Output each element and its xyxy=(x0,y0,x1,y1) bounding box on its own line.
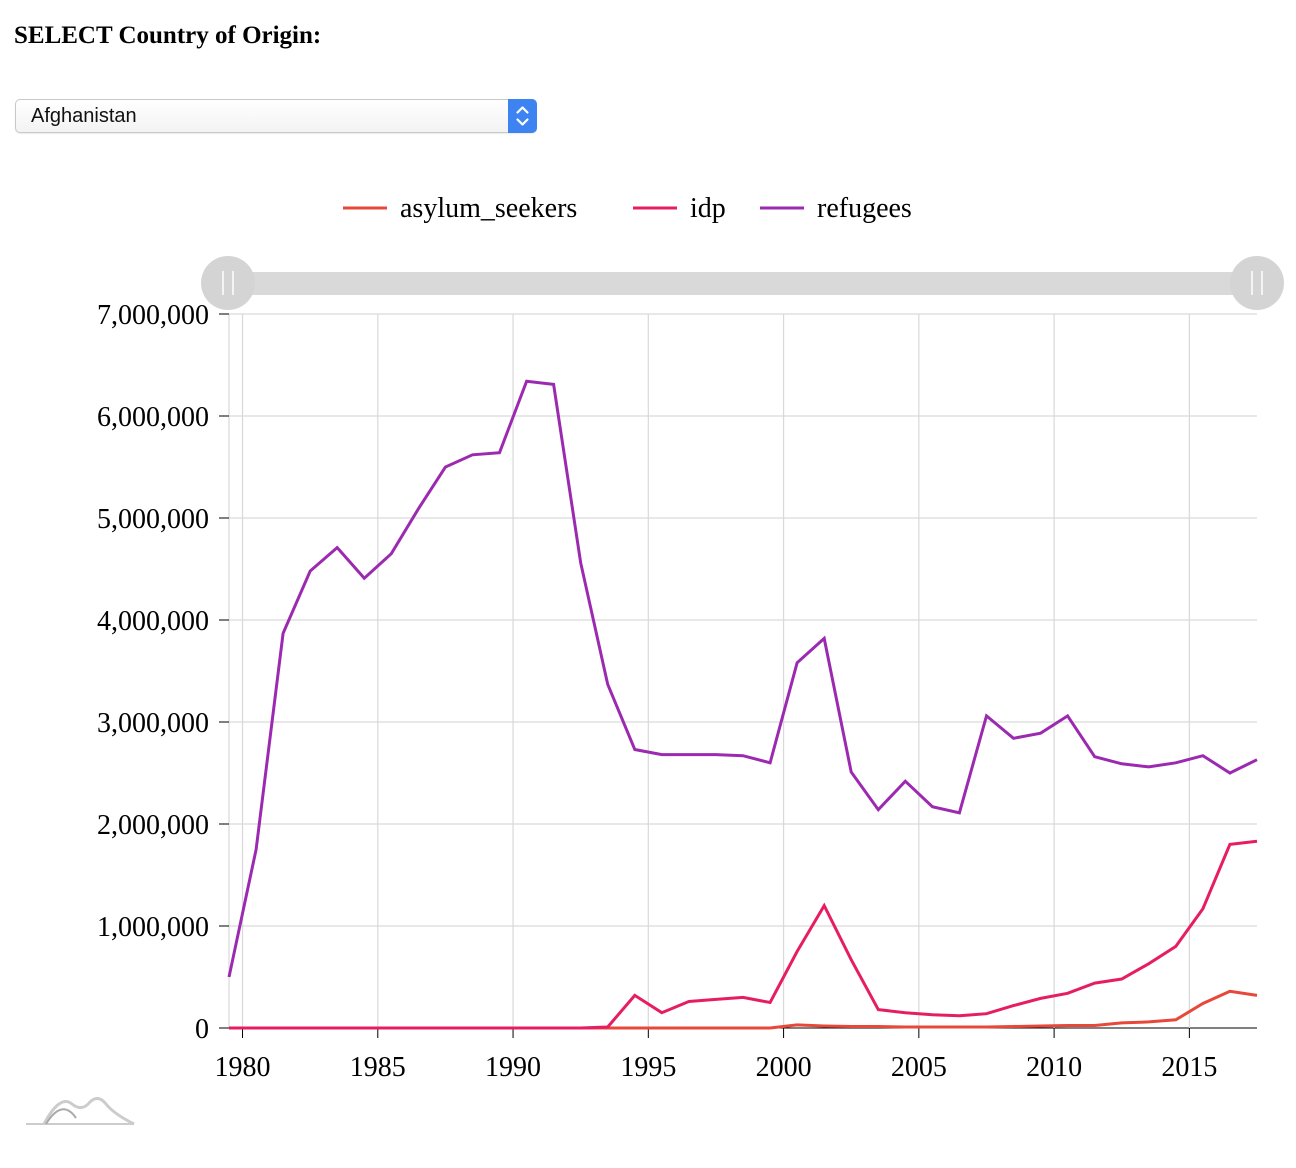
chart-legend: asylum_seekers idp refugees xyxy=(343,193,912,224)
y-tick-label: 6,000,000 xyxy=(97,402,209,433)
legend-item-refugees[interactable]: refugees xyxy=(760,193,912,224)
x-tick-label: 1995 xyxy=(620,1052,676,1083)
chevron-up-down-icon[interactable] xyxy=(508,99,537,133)
grip-icon xyxy=(1251,271,1263,295)
x-tick-label: 1980 xyxy=(215,1052,271,1083)
y-tick-label: 7,000,000 xyxy=(97,300,209,331)
y-tick-label: 4,000,000 xyxy=(97,606,209,637)
legend-item-asylum-seekers[interactable]: asylum_seekers xyxy=(343,193,577,224)
country-select[interactable]: Afghanistan xyxy=(15,99,537,133)
scrollbar-start-grip[interactable] xyxy=(201,256,255,310)
x-tick-label: 2000 xyxy=(756,1052,812,1083)
y-tick-label: 3,000,000 xyxy=(97,708,209,739)
x-tick-label: 1990 xyxy=(485,1052,541,1083)
x-tick-label: 1985 xyxy=(350,1052,406,1083)
y-tick-label: 1,000,000 xyxy=(97,912,209,943)
scrollbar-track[interactable] xyxy=(229,272,1257,295)
select-country-label: SELECT Country of Origin: xyxy=(14,22,322,49)
chart-series xyxy=(227,379,1258,1030)
y-tick-label: 0 xyxy=(195,1014,209,1045)
series-line-refugees xyxy=(227,379,1258,978)
y-axis: 0 1,000,000 2,000,000 3,000,000 4,000,000 5,0… xyxy=(97,300,229,1045)
y-tick-label: 5,000,000 xyxy=(97,504,209,535)
x-axis: 1980 1985 1990 1995 2000 2005 2010 2015 xyxy=(215,1028,1217,1083)
country-select-value: Afghanistan xyxy=(31,105,137,127)
x-tick-label: 2005 xyxy=(891,1052,947,1083)
legend-label: asylum_seekers xyxy=(400,193,577,224)
legend-label: refugees xyxy=(817,193,912,224)
x-tick-label: 2015 xyxy=(1161,1052,1217,1083)
legend-item-idp[interactable]: idp xyxy=(633,193,726,224)
chart-scrollbar[interactable] xyxy=(201,256,1284,310)
chart-grid xyxy=(228,313,1257,1029)
amcharts-logo-icon xyxy=(26,1097,135,1126)
y-tick-label: 2,000,000 xyxy=(97,810,209,841)
series-line-idp xyxy=(229,839,1258,1030)
legend-label: idp xyxy=(690,193,726,224)
x-tick-label: 2010 xyxy=(1026,1052,1082,1083)
grip-icon xyxy=(222,271,234,295)
scrollbar-end-grip[interactable] xyxy=(1230,256,1284,310)
